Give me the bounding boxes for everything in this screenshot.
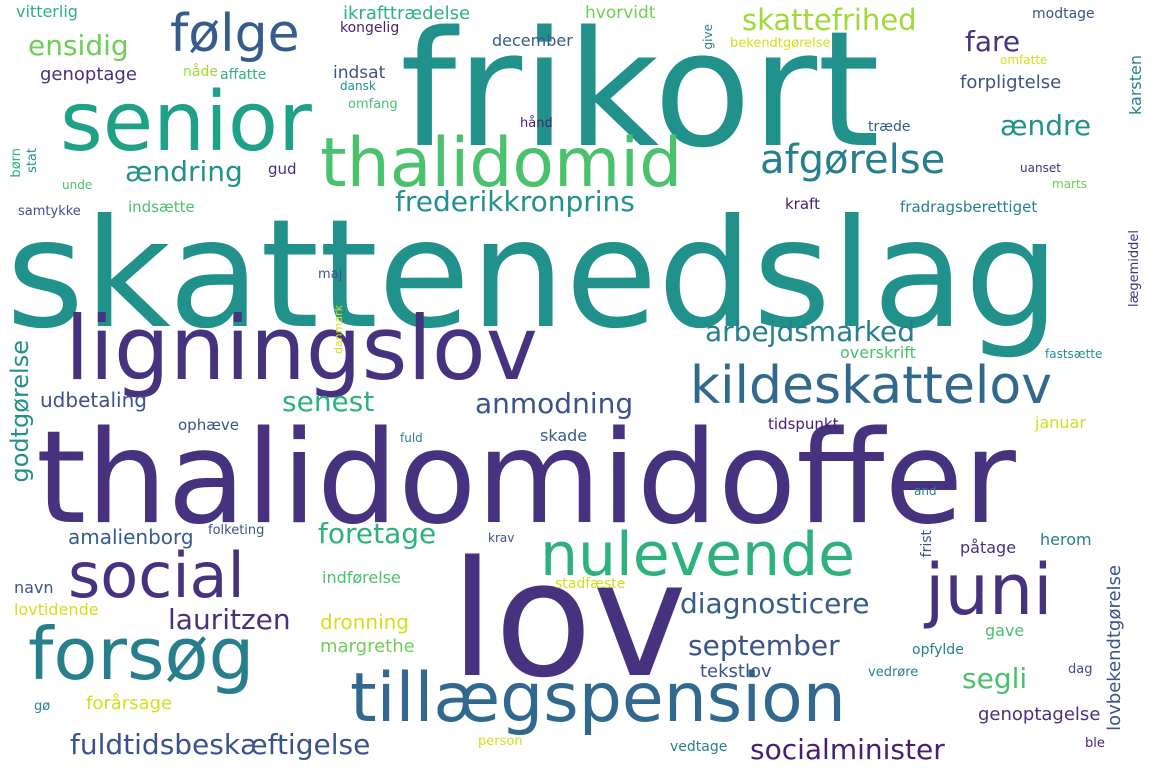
word-samtykke: samtykke [18, 204, 81, 219]
word-forpligtelse: forpligtelse [960, 72, 1062, 93]
word-and: and [914, 484, 937, 498]
word-traede: træde [868, 119, 911, 135]
word-ensidig: ensidig [28, 29, 129, 62]
word-tidspunkt: tidspunkt [768, 415, 839, 433]
word-opfylde: opfylde [912, 642, 964, 658]
word-december: december [492, 31, 573, 50]
word-foretage: foretage [318, 517, 437, 550]
word-stadfaeste: stadfæste [555, 576, 626, 592]
word-dag: dag [1068, 662, 1093, 677]
word-ikrafttraedelse: ikrafttrædelse [343, 3, 471, 24]
word-hvorvidt: hvorvidt [585, 3, 656, 23]
word-bekendtgorelse: bekendtgørelse [730, 36, 831, 51]
word-dansk: dansk [340, 79, 376, 93]
word-omfang: omfang [348, 97, 398, 112]
word-danmark: danmark [332, 305, 345, 355]
word-patage: påtage [960, 538, 1017, 557]
word-frikort: frikort [400, 0, 880, 183]
word-senior: senior [60, 75, 312, 170]
word-margrethe: margrethe [320, 636, 415, 657]
word-gave: gave [985, 621, 1025, 640]
word-udbetaling: udbetaling [40, 388, 147, 412]
word-navn: navn [14, 578, 54, 597]
word-marts: marts [1052, 177, 1087, 191]
word-skade: skade [540, 426, 588, 445]
word-stat: stat [25, 148, 40, 173]
word-ligningslov: ligningslov [65, 297, 538, 400]
word-fuld: fuld [400, 431, 423, 445]
word-krav: krav [488, 531, 515, 545]
word-modtage: modtage [1032, 6, 1095, 22]
word-frederikkronprins: frederikkronprins [395, 185, 635, 218]
word-frist: frist [919, 530, 935, 558]
word-indforelse: indførelse [322, 568, 401, 587]
word-fastsaette: fastsætte [1045, 347, 1103, 361]
word-person: person [478, 734, 523, 749]
word-aendre: ændre [1000, 109, 1092, 142]
word-unde: unde [62, 178, 93, 192]
word-indsat: indsat [333, 63, 386, 83]
word-kildeskattelov: kildeskattelov [690, 356, 1052, 416]
word-tillaegspension: tillægspension [350, 659, 846, 738]
word-thalidomid: thalidomid [320, 124, 683, 203]
word-diagnosticere: diagnosticere [680, 587, 870, 620]
word-vedtage: vedtage [670, 739, 728, 755]
word-forarsage: forårsage [86, 693, 173, 714]
word-socialminister: socialminister [750, 733, 945, 766]
word-fradragsberettiget: fradragsberettiget [900, 198, 1038, 216]
word-kraft: kraft [785, 195, 820, 213]
word-juni: juni [925, 549, 1053, 631]
word-nulevende: nulevende [540, 520, 856, 590]
word-forsog: forsøg [28, 612, 255, 696]
word-vitterlig: vitterlig [16, 2, 78, 21]
word-afgorelse: afgørelse [760, 137, 946, 183]
word-folge: følge [170, 4, 300, 64]
word-dronning: dronning [320, 610, 409, 634]
word-affatte: affatte [220, 67, 267, 83]
word-ble: ble [1085, 736, 1105, 751]
word-karsten: karsten [1126, 55, 1145, 115]
word-folketing: folketing [208, 523, 265, 538]
word-nade: nåde [183, 64, 218, 80]
word-segli: segli [962, 662, 1028, 695]
word-arbejdsmarked: arbejdsmarked [705, 315, 915, 348]
word-fare: fare [965, 25, 1021, 58]
word-thalidomidoffer: thalidomidoffer [36, 404, 1016, 553]
word-go: gø [34, 699, 51, 714]
word-senest: senest [282, 385, 375, 418]
word-gud: gud [268, 160, 297, 178]
word-lovbekendtgorelse: lovbekendtgørelse [1104, 565, 1125, 731]
word-anmodning: anmodning [475, 387, 634, 420]
word-godtgorelse: godtgørelse [6, 340, 34, 483]
word-hand: hånd [520, 116, 553, 131]
word-herom: herom [1040, 530, 1092, 549]
word-omfatte: omfatte [1000, 53, 1048, 67]
word-tekstlov: tekstlov [700, 661, 772, 682]
word-overskrift: overskrift [840, 343, 916, 362]
word-fuldtidsbeskaeftigelse: fuldtidsbeskæftigelse [70, 728, 371, 761]
word-lauritzen: lauritzen [168, 603, 291, 636]
word-kongelig: kongelig [340, 20, 400, 36]
word-genoptage: genoptage [40, 64, 137, 85]
word-maj: maj [318, 267, 343, 282]
word-september: september [688, 629, 840, 662]
word-genoptagelse: genoptagelse [978, 704, 1101, 725]
word-januar: januar [1035, 413, 1086, 432]
word-give: give [701, 24, 715, 50]
word-vedrore: vedrøre [868, 665, 919, 680]
word-lov: lov [450, 526, 688, 713]
word-indsaette: indsætte [128, 198, 195, 216]
word-skattefrihed: skattefrihed [742, 3, 917, 37]
word-ophaeve: ophæve [178, 416, 240, 434]
word-amalienborg: amalienborg [68, 525, 194, 549]
word-social: social [68, 539, 245, 612]
word-skattenedslag: skattenedslag [6, 188, 1060, 362]
word-born: børn [9, 148, 24, 178]
word-uanset: uanset [1020, 161, 1061, 175]
word-aendring: ændring [125, 155, 243, 188]
word-lovtidende: lovtidende [14, 600, 99, 619]
word-laegemiddel: lægemiddel [1127, 230, 1142, 308]
